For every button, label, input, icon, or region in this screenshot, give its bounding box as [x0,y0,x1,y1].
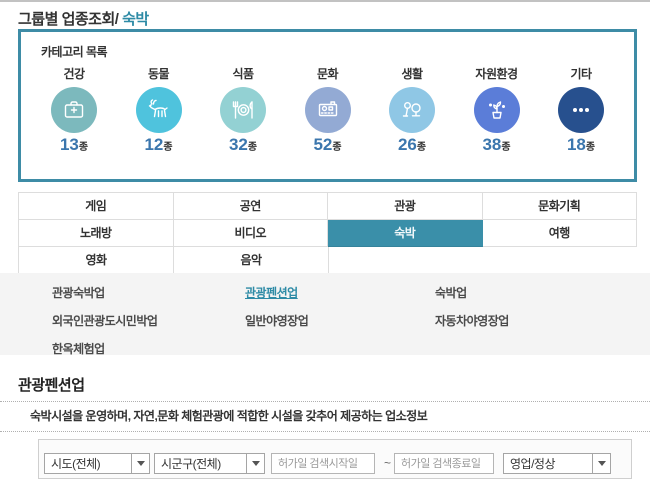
business-status-select[interactable]: 영업/정상 [503,453,611,474]
page-title-current-category: 숙박 [122,11,149,28]
category-item-etc[interactable]: 기타 18종 [542,65,620,157]
grid-cell-lodging-selected[interactable]: 숙박 [328,220,483,247]
grid-cell-karaoke[interactable]: 노래방 [19,220,174,247]
grid-cell-empty [329,247,483,274]
link-lodging-business[interactable]: 숙박업 [435,286,467,300]
permit-end-date-input[interactable] [394,453,494,474]
category-count: 18 [566,135,586,154]
grid-cell-movie[interactable]: 영화 [19,247,174,274]
category-grid: 게임 공연 관광 문화기획 노래방 비디오 숙박 여행 영화 음악 [18,192,637,274]
category-list-label: 카테고리 목록 [41,45,108,59]
category-count: 38 [482,135,502,154]
link-foreign-tourist-city-minbak[interactable]: 외국인관광도시민박업 [52,314,158,328]
date-range-separator: ~ [384,456,391,470]
grid-row: 영화 음악 [19,247,637,274]
plant-icon [473,87,520,133]
page-title: 그룹별 업종조회/ 숙박 [18,8,149,29]
category-item-health[interactable]: 건강 13종 [35,65,113,157]
section-description: 숙박시설을 운영하며, 자연,문화 체험관광에 적합한 시설을 갖추어 제공하는… [0,401,650,432]
category-item-life[interactable]: 생활 26종 [373,65,451,157]
chevron-down-icon [246,454,264,473]
grid-cell-tourism[interactable]: 관광 [328,193,483,220]
link-auto-campsite[interactable]: 자동차야영장업 [435,314,509,328]
category-item-food[interactable]: 식품 32종 [204,65,282,157]
sido-select-value: 시도(전체) [51,457,101,471]
sido-select[interactable]: 시도(전체) [44,453,150,474]
category-count: 13 [59,135,79,154]
category-count: 32 [228,135,248,154]
grid-row: 노래방 비디오 숙박 여행 [19,220,637,247]
goat-icon [135,87,182,133]
category-count: 12 [144,135,164,154]
business-status-select-value: 영업/정상 [510,457,556,471]
link-tourism-pension-selected[interactable]: 관광펜션업 [245,286,298,300]
category-count: 26 [397,135,417,154]
grid-cell-culture-planning[interactable]: 문화기획 [482,193,637,220]
grid-cell-video[interactable]: 비디오 [173,220,328,247]
grid-cell-performance[interactable]: 공연 [173,193,328,220]
chevron-down-icon [131,454,149,473]
business-links: 관광숙박업 관광펜션업 숙박업 외국인관광도시민박업 일반야영장업 자동차야영장… [52,284,625,357]
category-items: 건강 13종 동물 [35,65,620,157]
grid-cell-travel[interactable]: 여행 [482,220,637,247]
sigungu-select[interactable]: 시군구(전체) [154,453,265,474]
link-general-campsite[interactable]: 일반야영장업 [245,314,309,328]
page-title-prefix: 그룹별 업종조회/ [18,11,119,28]
category-list-box: 카테고리 목록 건강 13종 동물 [18,29,637,182]
ellipsis-icon [558,87,604,133]
category-item-animal[interactable]: 동물 12종 [120,65,198,157]
projector-icon [304,87,351,133]
mic-mirror-icon [389,87,435,133]
chevron-down-icon [592,454,610,473]
grid-cell-game[interactable]: 게임 [19,193,174,220]
permit-start-date-input[interactable] [271,453,375,474]
category-item-environment[interactable]: 자원환경 38종 [473,67,520,154]
link-hanok-experience[interactable]: 한옥체험업 [52,342,105,356]
grid-cell-music[interactable]: 음악 [174,247,329,274]
sigungu-select-value: 시군구(전체) [161,457,221,471]
category-item-culture[interactable]: 문화 52종 [289,65,367,157]
grid-row: 게임 공연 관광 문화기획 [19,193,637,220]
search-filter-panel: 시도(전체) 시군구(전체) ~ 영업/정상 [38,439,632,479]
business-links-panel: 관광숙박업 관광펜션업 숙박업 외국인관광도시민박업 일반야영장업 자동차야영장… [0,273,650,357]
category-count: 52 [313,135,333,154]
section-title: 관광펜션업 [18,377,85,394]
first-aid-kit-icon [51,87,97,133]
cutlery-icon [220,87,266,133]
link-tourism-lodging[interactable]: 관광숙박업 [52,286,105,300]
grid-cell-empty [483,247,637,274]
